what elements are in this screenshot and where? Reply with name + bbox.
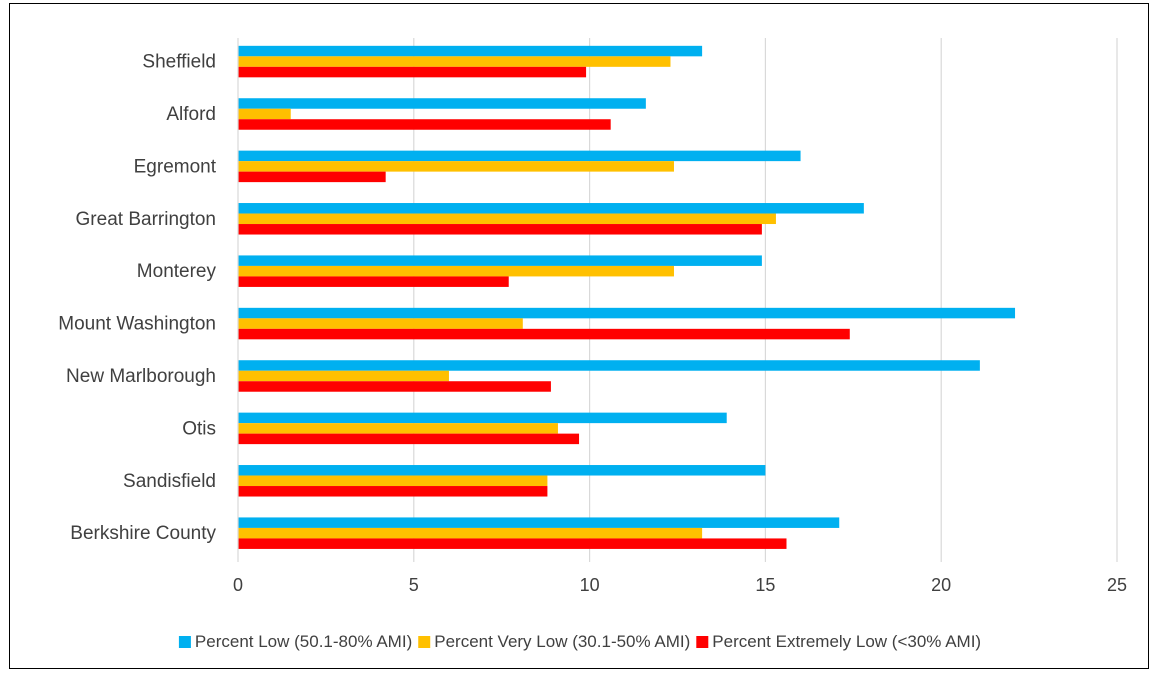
bar-sandisfield-series-2 (238, 475, 548, 487)
legend-swatch-series-2 (418, 636, 431, 648)
category-label: Monterey (137, 261, 217, 282)
bar-egremont-series-3 (238, 171, 386, 183)
x-tick-label: 15 (755, 575, 775, 595)
bar-sheffield-series-1 (238, 45, 703, 57)
legend-swatch-series-1 (178, 636, 191, 648)
category-label: Egremont (134, 156, 217, 177)
x-tick-label: 25 (1107, 575, 1127, 595)
bar-sandisfield-series-3 (238, 486, 548, 497)
category-label: Alford (166, 104, 216, 125)
bars (238, 45, 1016, 549)
bar-sheffield-series-2 (238, 56, 671, 67)
bar-great-barrington-series-3 (238, 224, 762, 235)
bar-otis-series-1 (238, 412, 727, 424)
bar-monterey-series-2 (238, 265, 674, 277)
bar-alford-series-1 (238, 98, 646, 109)
x-tick-label: 5 (409, 575, 419, 595)
x-tick-label: 20 (931, 575, 951, 595)
category-label: Berkshire County (70, 523, 216, 544)
legend-label: Percent Low (50.1-80% AMI) (195, 632, 412, 651)
bar-mount-washington-series-1 (238, 307, 1016, 319)
category-labels: Sheffield Alford Egremont Great Barrington M… (58, 52, 216, 545)
category-label: Sandisfield (123, 471, 216, 492)
bar-alford-series-3 (238, 119, 611, 130)
legend-swatch-series-3 (696, 636, 709, 648)
bar-chart: Sheffield Alford Egremont Great Barrington M… (58, 38, 1127, 651)
bar-alford-series-2 (238, 108, 291, 120)
bar-monterey-series-3 (238, 276, 509, 287)
category-label: Otis (182, 418, 216, 439)
bar-great-barrington-series-2 (238, 213, 776, 225)
bar-new-marlborough-series-2 (238, 370, 449, 382)
chart-frame: Sheffield Alford Egremont Great Barrington M… (9, 3, 1149, 669)
bar-monterey-series-1 (238, 255, 762, 266)
legend-label: Percent Extremely Low (<30% AMI) (712, 632, 981, 651)
legend-label: Percent Very Low (30.1-50% AMI) (434, 632, 690, 651)
bar-otis-series-3 (238, 433, 580, 445)
bar-new-marlborough-series-3 (238, 381, 551, 392)
bar-egremont-series-1 (238, 150, 801, 162)
bar-berkshire-county-series-2 (238, 527, 703, 539)
legend: Percent Low (50.1-80% AMI) Percent Very L… (178, 632, 981, 651)
bar-sheffield-series-3 (238, 66, 587, 78)
x-tick-labels: 0 5 10 15 20 25 (233, 575, 1127, 595)
x-tick-label: 10 (580, 575, 600, 595)
bar-great-barrington-series-1 (238, 203, 864, 214)
category-label: New Marlborough (66, 366, 216, 387)
x-tick-label: 0 (233, 575, 243, 595)
bar-sandisfield-series-1 (238, 465, 766, 476)
bar-berkshire-county-series-1 (238, 517, 840, 528)
category-label: Mount Washington (58, 314, 216, 335)
bar-egremont-series-2 (238, 161, 674, 172)
category-label: Sheffield (142, 52, 216, 73)
bar-mount-washington-series-3 (238, 328, 850, 340)
bar-new-marlborough-series-1 (238, 360, 980, 371)
bar-otis-series-2 (238, 423, 558, 434)
bar-berkshire-county-series-3 (238, 538, 787, 549)
bar-mount-washington-series-2 (238, 318, 523, 329)
category-label: Great Barrington (76, 209, 216, 230)
